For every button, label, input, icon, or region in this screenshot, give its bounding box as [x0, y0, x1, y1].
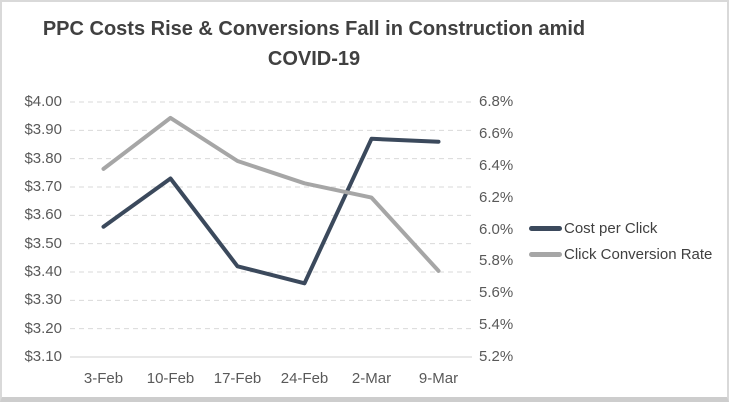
x-axis-tick: 9-Mar	[418, 370, 459, 387]
cost-per-click-line-swatch	[529, 226, 562, 231]
right-axis-tick: 6.8%	[479, 93, 514, 110]
legend-label-cost-per-click: Cost per Click	[564, 220, 658, 237]
right-axis-tick: 5.2%	[479, 348, 514, 365]
x-axis-tick: 17-Feb	[213, 370, 262, 387]
legend-label-click-conversion-rate: Click Conversion Rate	[564, 246, 713, 263]
left-axis-tick: $3.60	[24, 206, 62, 224]
right-axis-tick: 6.6%	[479, 124, 514, 142]
left-axis-labels: $4.00 $3.90 $3.80 $3.70 $3.60 $3.50 $3.40 $3.30…	[12, 2, 62, 404]
chart-title: PPC Costs Rise & Conversions Fall in Con…	[42, 18, 586, 70]
left-axis-tick: $4.00	[24, 93, 62, 110]
right-axis-tick: 6.2%	[479, 188, 514, 206]
left-axis-tick: $3.30	[24, 291, 62, 309]
right-axis-tick: 5.6%	[479, 284, 514, 302]
click-conversion-rate-line-swatch	[529, 252, 562, 257]
series-line-click-conversion-rate	[101, 115, 441, 273]
x-axis-tick: 24-Feb	[280, 370, 329, 387]
right-axis-tick: 5.4%	[479, 316, 514, 334]
left-axis-tick: $3.40	[24, 263, 62, 280]
x-axis-tick: 10-Feb	[146, 370, 195, 387]
left-axis-tick: $3.70	[24, 178, 62, 195]
left-axis-tick: $3.20	[24, 319, 62, 337]
left-axis-tick: $3.10	[24, 348, 62, 365]
left-axis-tick: $3.50	[24, 234, 62, 252]
left-axis-tick: $3.90	[24, 121, 62, 139]
series-line-cost-per-click	[101, 136, 441, 286]
legend-item-cost-per-click: Cost per Click	[529, 220, 712, 237]
right-axis-tick: 5.8%	[479, 252, 514, 270]
x-axis-tick: 2-Mar	[351, 370, 392, 387]
right-axis-tick: 6.0%	[479, 220, 514, 238]
legend: Cost per Click Click Conversion Rate	[529, 220, 712, 263]
right-axis-tick: 6.4%	[479, 156, 514, 174]
x-axis-tick: 3-Feb	[83, 370, 124, 387]
right-axis-labels: 6.8% 6.6% 6.4% 6.2% 6.0% 5.8% 5.6% 5.4% 5.2%	[479, 2, 539, 404]
left-axis-tick: $3.80	[24, 149, 62, 167]
legend-item-click-conversion-rate: Click Conversion Rate	[529, 246, 712, 263]
